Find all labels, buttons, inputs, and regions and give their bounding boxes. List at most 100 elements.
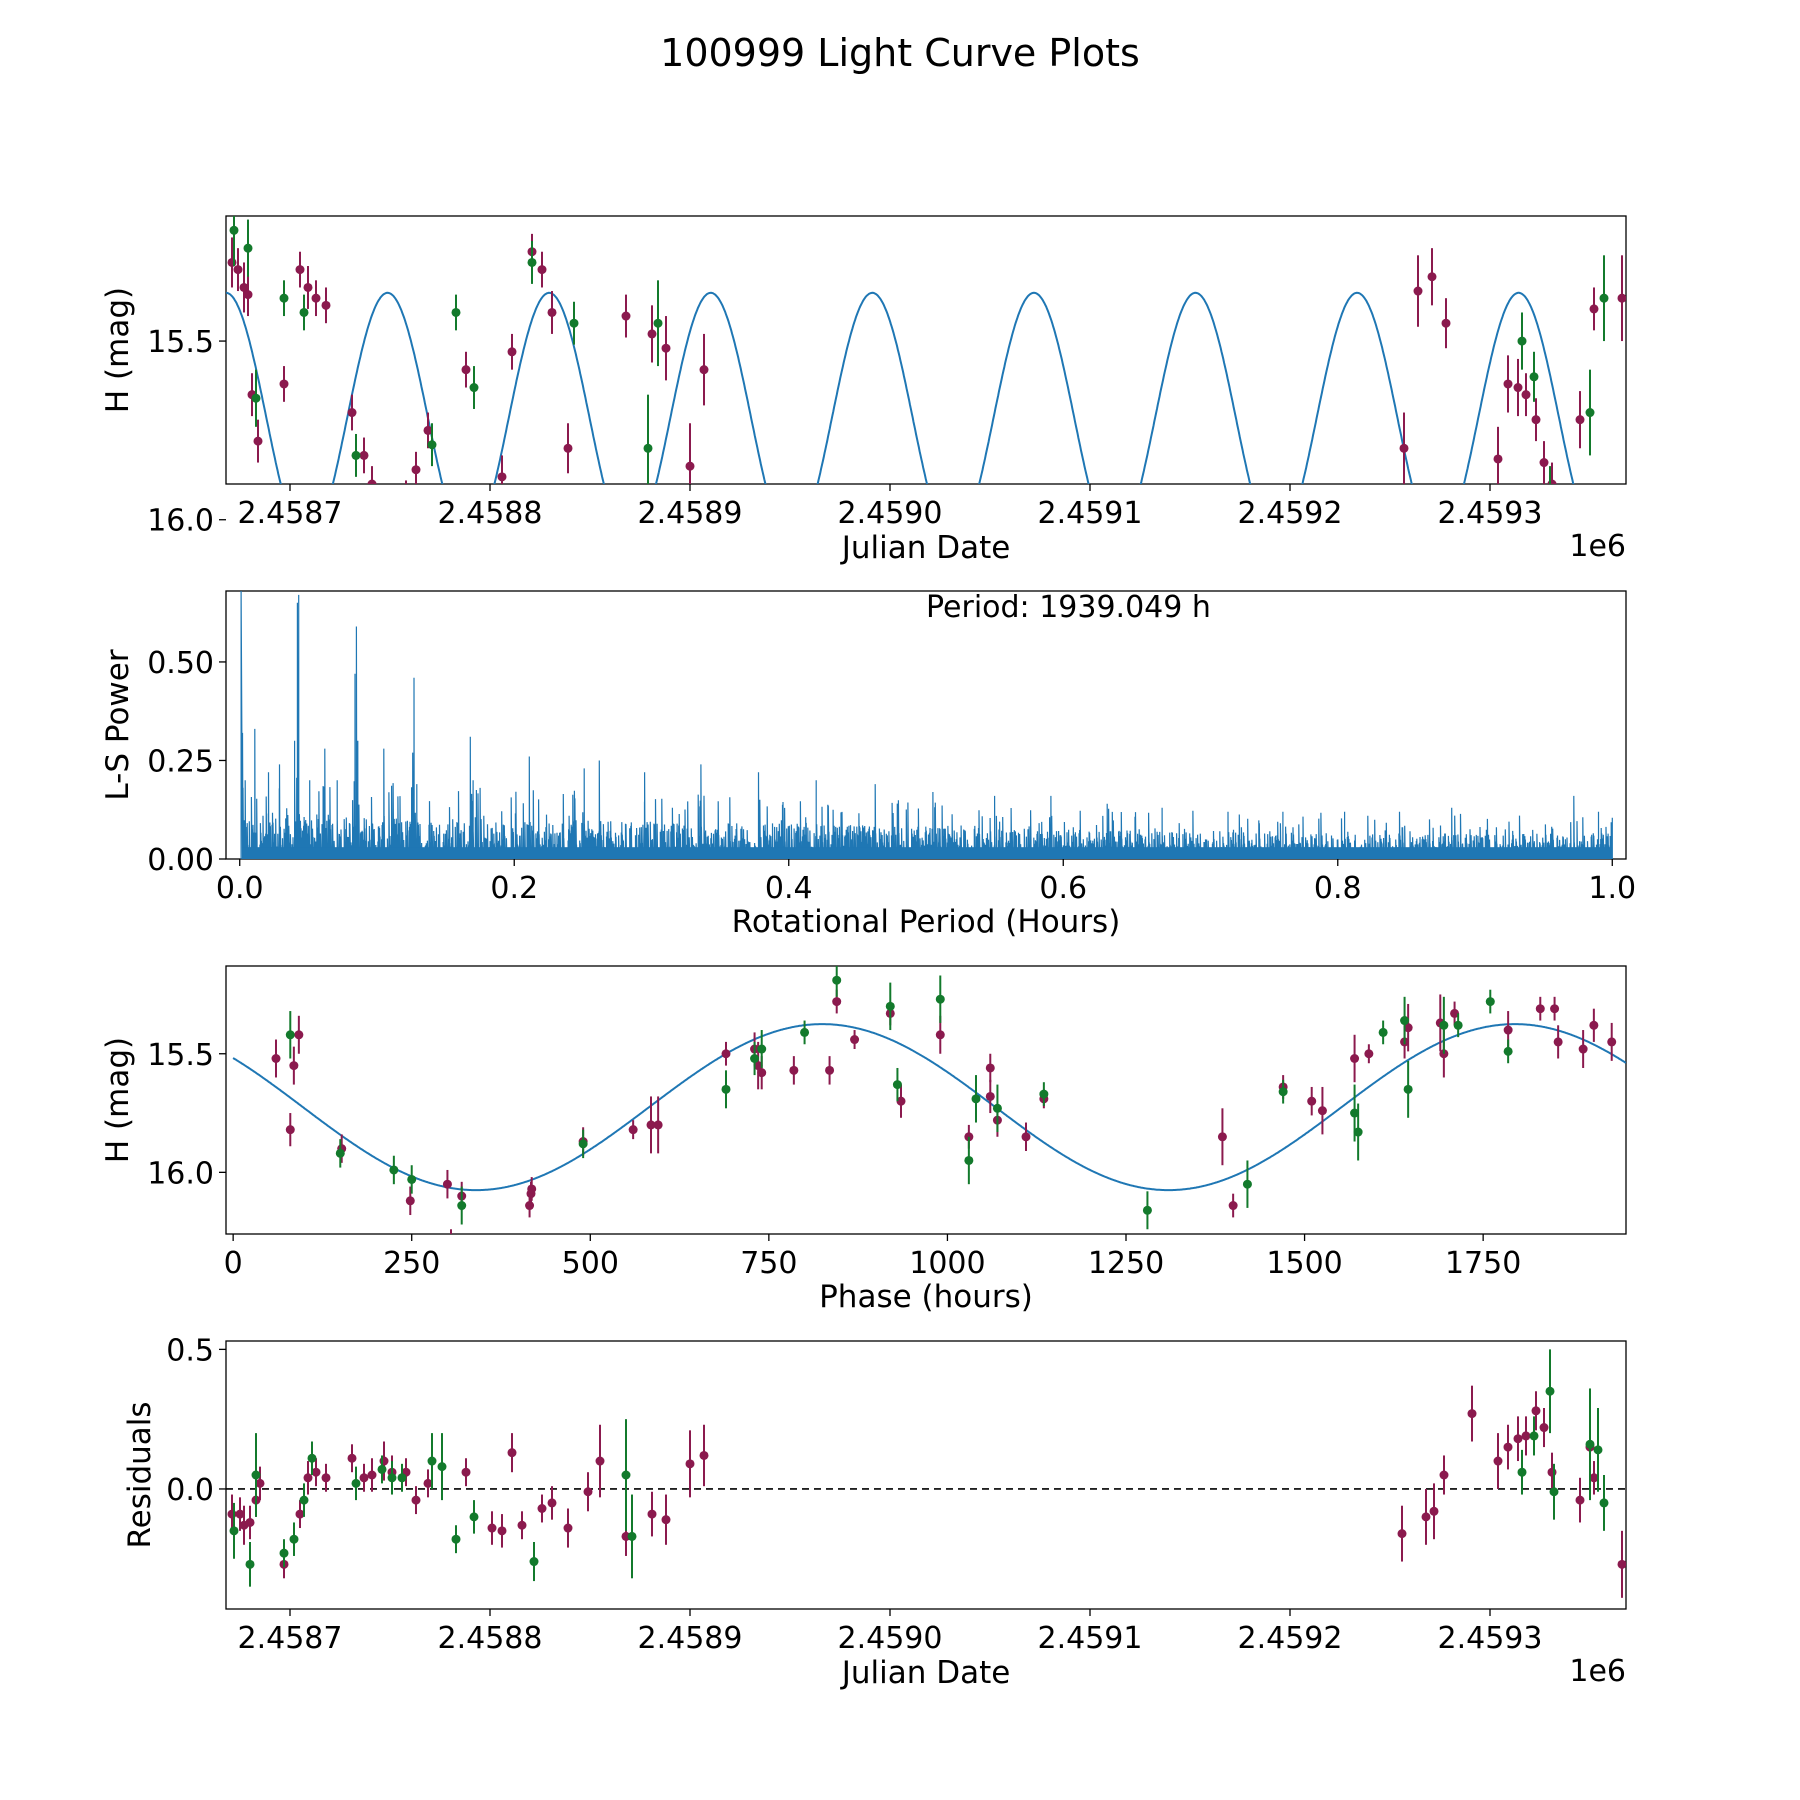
lightcurve-data-point <box>451 307 461 317</box>
lightcurve-ytick-label: 15.5 <box>147 325 214 360</box>
lightcurve-data-point <box>569 318 579 328</box>
residuals-data-point <box>497 1526 507 1536</box>
lightcurve-data-point <box>239 282 249 292</box>
lightcurve-data-point <box>1617 293 1626 303</box>
phase-xtick-label: 0 <box>224 1246 243 1281</box>
lightcurve-axes: 2.4587 2.4588 2.4589 2.4590 2.4591 2.4592 2.45… <box>147 325 1542 539</box>
residuals-xtick-label: 2.4593 <box>1438 1621 1543 1656</box>
lightcurve-data-point <box>1599 293 1609 303</box>
lightcurve-data-point <box>1470 633 1479 642</box>
residuals-x-offset: 1e6 <box>1569 1654 1626 1689</box>
periodogram-panel: 0.0 0.2 0.4 0.6 0.8 1.0 0.00 0.25 0.50 Period: 1… <box>100 590 1636 940</box>
residuals-data-point <box>661 1515 671 1525</box>
lightcurve-data-point <box>547 307 557 317</box>
lightcurve-data-point <box>1427 272 1437 282</box>
phase-ytick-label: 16.0 <box>147 1156 214 1191</box>
residuals-data-point <box>507 1448 517 1458</box>
residuals-xlabel: Julian Date <box>840 1655 1011 1691</box>
residuals-data-point <box>321 1473 331 1483</box>
lightcurve-data-point <box>1517 336 1527 346</box>
lightcurve-data-point <box>378 526 387 535</box>
phase-data-point <box>832 975 842 985</box>
lightcurve-data-point <box>576 515 585 524</box>
lightcurve-data-point <box>699 365 709 375</box>
residuals-xtick-label: 2.4587 <box>238 1621 343 1656</box>
lightcurve-xtick-label: 2.4587 <box>238 496 343 531</box>
lightcurve-data-point <box>351 450 361 460</box>
phase-data-point <box>1228 1201 1238 1211</box>
residuals-plot-area <box>226 1349 1626 1598</box>
residuals-data-point <box>347 1453 357 1463</box>
periodogram-noise-floor <box>242 847 1613 859</box>
lightcurve-data-point <box>1521 390 1531 400</box>
phase-data-point <box>1242 1179 1252 1189</box>
lightcurve-data-point <box>507 347 517 357</box>
lightcurve-data-point <box>685 461 695 471</box>
phase-data-point <box>1439 1020 1449 1030</box>
phase-plot-area <box>232 966 1626 1234</box>
periodogram-ytick-label: 0.25 <box>147 744 214 779</box>
residuals-data-point <box>1575 1495 1585 1505</box>
phase-data-point <box>985 1063 995 1073</box>
figure-title: 100999 Light Curve Plots <box>660 31 1140 75</box>
lightcurve-data-point <box>388 533 397 542</box>
lightcurve-data-point <box>1585 408 1595 418</box>
residuals-data-point <box>245 1517 255 1527</box>
residuals-data-point <box>1585 1439 1595 1449</box>
phase-data-point <box>1403 1084 1413 1094</box>
lightcurve-data-point <box>299 307 309 317</box>
phase-data-point <box>850 1035 860 1045</box>
phase-data-point <box>1589 1020 1599 1030</box>
residuals-data-point <box>229 1526 239 1536</box>
residuals-data-point <box>411 1495 421 1505</box>
phase-data-point <box>335 1148 345 1158</box>
residuals-data-point <box>583 1487 593 1497</box>
phase-data-point <box>1607 1037 1617 1047</box>
lightcurve-data-point <box>233 265 243 275</box>
phase-data-point <box>1307 1096 1317 1106</box>
residuals-data-point <box>627 1531 637 1541</box>
phase-xtick-label: 1750 <box>1445 1246 1521 1281</box>
residuals-data-point <box>647 1509 657 1519</box>
lightcurve-data-point <box>243 243 253 253</box>
phase-xtick-label: 250 <box>383 1246 440 1281</box>
periodogram-xtick-label: 0.8 <box>1314 871 1362 906</box>
residuals-data-point <box>307 1453 317 1463</box>
phase-data-point <box>757 1044 767 1054</box>
phase-data-point <box>1503 1025 1513 1035</box>
periodogram-plot-area <box>240 591 1613 859</box>
periodogram-xtick-label: 1.0 <box>1588 871 1636 906</box>
residuals-axes: 2.4587 2.4588 2.4589 2.4590 2.4591 2.4592 2.45… <box>166 1333 1542 1656</box>
lightcurve-xtick-label: 2.4588 <box>438 496 543 531</box>
residuals-data-point <box>699 1450 709 1460</box>
lightcurve-data-point <box>1513 383 1523 393</box>
residuals-data-point <box>563 1523 573 1533</box>
lightcurve-data-point <box>661 343 671 353</box>
residuals-data-point <box>245 1559 255 1569</box>
lightcurve-data-point <box>497 472 507 482</box>
lightcurve-data-point <box>1399 443 1409 453</box>
phase-data-point <box>1578 1044 1588 1054</box>
phase-data-point <box>753 1061 763 1071</box>
lightcurve-data-point <box>321 300 331 310</box>
residuals-data-point <box>1429 1506 1439 1516</box>
residuals-data-point <box>1539 1423 1549 1433</box>
residuals-frame <box>225 1340 1627 1610</box>
residuals-data-point <box>295 1509 305 1519</box>
lightcurve-data-point <box>1539 458 1549 468</box>
residuals-data-point <box>1397 1529 1407 1539</box>
period-annotation: Period: 1939.049 h <box>926 590 1211 625</box>
lightcurve-data-point <box>380 505 389 514</box>
phase-ylabel: H (mag) <box>100 1037 136 1163</box>
phase-data-point <box>892 1080 902 1090</box>
phase-data-point <box>525 1201 535 1211</box>
residuals-data-point <box>487 1523 497 1533</box>
periodogram-ytick-label: 0.00 <box>147 843 214 878</box>
phase-data-point <box>646 1120 656 1130</box>
residuals-data-point <box>595 1456 605 1466</box>
lightcurve-data-point <box>367 479 377 484</box>
lightcurve-xtick-label: 2.4593 <box>1438 496 1543 531</box>
phase-data-point <box>1403 1023 1413 1033</box>
phase-xtick-label: 1000 <box>909 1246 985 1281</box>
phase-data-point <box>885 1001 895 1011</box>
